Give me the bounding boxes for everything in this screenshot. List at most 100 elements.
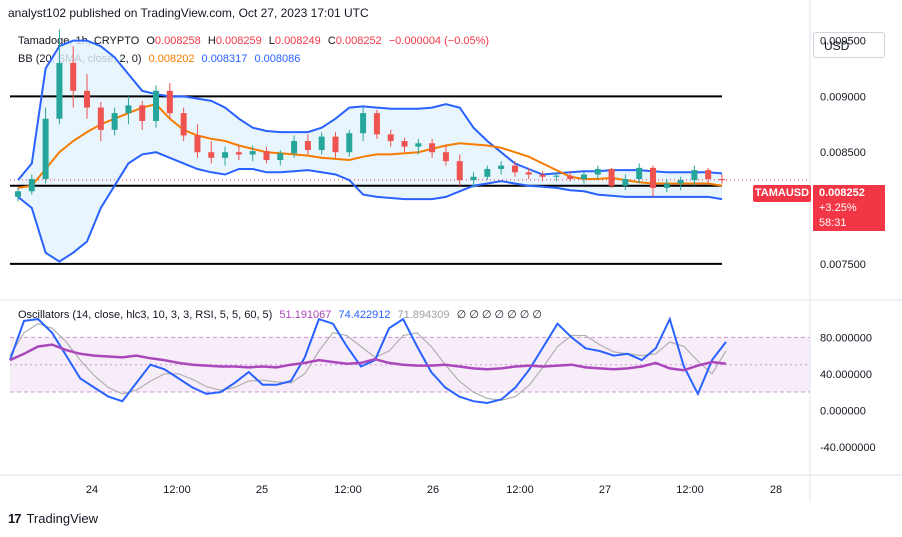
legend-osc-k: 74.422912 [338, 309, 391, 321]
price-change-pct: +3.25% [819, 202, 857, 214]
legend-change: −0.000004 (−0.05%) [388, 35, 490, 47]
oscillator-tick-label: 80.000000 [820, 332, 872, 344]
candle-body [387, 134, 394, 142]
candle-body [249, 151, 256, 155]
candle-body [470, 176, 477, 181]
price-tick-label: 0.009500 [820, 36, 866, 48]
price-tick-label: 0.008500 [820, 147, 866, 159]
candle-body [235, 152, 242, 155]
legend-bb-lower: 0.008086 [254, 53, 301, 65]
candle-body [222, 152, 229, 158]
symbol-badge: TAMAUSD [753, 185, 811, 202]
candle-body [525, 172, 532, 175]
time-tick-label: 24 [86, 484, 98, 496]
footer-brand[interactable]: 17 TradingView [8, 511, 98, 526]
candle-body [97, 107, 104, 130]
candle-body [622, 179, 629, 186]
candle-body [401, 141, 408, 147]
candle-body [691, 170, 698, 181]
legend-bb-upper: 0.008317 [201, 53, 248, 65]
candle-body [415, 143, 422, 147]
candle-body [677, 180, 684, 184]
currency-button[interactable]: USD [813, 32, 885, 58]
price-tick-label: 0.007500 [820, 259, 866, 271]
candle-body [553, 175, 560, 177]
oscillator-rsi-line [9, 343, 727, 372]
bb-upper-line [17, 39, 723, 181]
candle-body [125, 105, 132, 114]
candle-body [511, 165, 518, 173]
last-price: 0.008252 [819, 187, 865, 199]
legend-o-label: O [146, 35, 155, 47]
candle-body [111, 113, 118, 130]
candle-body [608, 168, 615, 186]
oscillator-pane[interactable] [9, 316, 810, 405]
candle-body [166, 90, 173, 114]
legend-osc-label: Oscillators (14, close, hlc3, 10, 3, 3, … [18, 309, 273, 321]
bb-basis-line [17, 103, 723, 189]
candle-body [180, 113, 187, 136]
candle-body [705, 170, 712, 179]
candle-body [442, 152, 449, 162]
legend-l-label: L [268, 35, 275, 47]
legend-h-label: H [207, 35, 216, 47]
candle-body [194, 135, 201, 153]
candle-body [84, 90, 91, 108]
candle-body [636, 167, 643, 179]
time-tick-label: 12:00 [676, 484, 704, 496]
candle-body [373, 113, 380, 135]
candle-body [277, 153, 284, 161]
time-tick-label: 25 [256, 484, 268, 496]
candle-body [291, 141, 298, 154]
legend-ohlc: Tamadoge, 1h, CRYPTO O0.008258 H0.008259… [18, 35, 493, 47]
time-tick-label: 12:00 [334, 484, 362, 496]
oscillator-tick-label: -40.000000 [820, 442, 876, 454]
oscillator-tick-label: 0.000000 [820, 405, 866, 417]
candle-body [498, 165, 505, 169]
bb-lower-line [17, 151, 723, 263]
candle-body [580, 174, 587, 179]
price-tick-label: 0.009000 [820, 91, 866, 103]
candle-body [594, 168, 601, 175]
candle-body [456, 161, 463, 181]
candle-body [304, 141, 311, 150]
candle-body [360, 113, 367, 134]
legend-low: 0.008249 [274, 35, 321, 47]
time-tick-label: 12:00 [163, 484, 191, 496]
candle-body [429, 143, 436, 153]
candle-body [567, 175, 574, 179]
legend-c-label: C [327, 35, 336, 47]
candle-body [153, 90, 160, 121]
last-price-box: 0.008252 +3.25% 58:31 [813, 185, 885, 231]
candle-body [208, 152, 215, 158]
candle-body [15, 191, 21, 197]
legend-high: 0.008259 [215, 35, 262, 47]
candle-body [139, 105, 146, 121]
legend-osc-zeros: ∅ ∅ ∅ ∅ ∅ ∅ ∅ [456, 309, 543, 321]
footer-brand-text: TradingView [26, 511, 99, 526]
candle-body [263, 151, 270, 161]
price-pane[interactable] [10, 29, 810, 265]
candle-body [719, 179, 725, 181]
bar-countdown: 58:31 [819, 217, 847, 229]
candle-body [70, 62, 77, 91]
candle-body [484, 168, 491, 177]
candle-body [649, 167, 656, 188]
oscillator-k-line [9, 316, 727, 405]
candle-body [663, 183, 670, 188]
candle-body [318, 136, 325, 150]
legend-osc-d: 71.894309 [397, 309, 450, 321]
time-tick-label: 28 [770, 484, 782, 496]
candle-body [539, 174, 546, 177]
time-tick-label: 27 [599, 484, 611, 496]
candle-body [56, 62, 63, 119]
legend-open: 0.008258 [154, 35, 201, 47]
candle-body [28, 179, 35, 192]
oscillator-tick-label: 40.000000 [820, 369, 872, 381]
axes: 0.009500 0.009000 0.008500 0.007500 80.00000… [0, 0, 902, 502]
time-tick-label: 12:00 [506, 484, 534, 496]
bollinger-fill [18, 40, 722, 262]
candle-body [42, 118, 49, 179]
legend-bb-basis: 0.008202 [148, 53, 195, 65]
